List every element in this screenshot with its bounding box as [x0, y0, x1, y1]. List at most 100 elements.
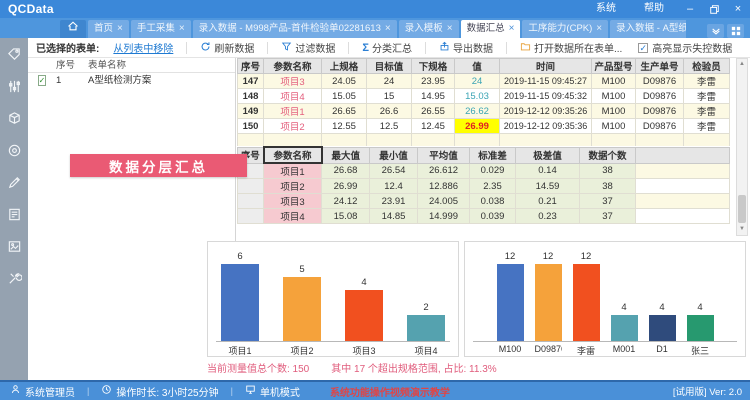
restore-icon[interactable] [702, 0, 726, 18]
cube-icon[interactable] [6, 110, 22, 126]
column-header[interactable]: 下规格 [411, 58, 455, 74]
table-cell[interactable]: M100 [591, 118, 636, 134]
table-cell[interactable]: D09876 [635, 88, 684, 104]
close-icon[interactable]: × [734, 3, 742, 15]
table-row[interactable]: 148 项目4 15.05 15 14.95 15.03 2019-11-15 09:45:… [237, 88, 730, 104]
table-cell[interactable]: 0.23 [515, 208, 580, 224]
edit-document-icon[interactable] [6, 206, 22, 222]
sliders-icon[interactable] [6, 78, 22, 94]
table-row[interactable]: 147 项目3 24.05 24 23.95 24 2019-11-15 09:45:27 M… [237, 73, 730, 89]
table-cell[interactable]: 14.95 [411, 88, 455, 104]
table-cell[interactable]: 项目1 [263, 103, 322, 119]
form-list-item[interactable]: ✓ 1 A型纸检测方案 [28, 73, 235, 88]
tab-close-icon[interactable]: × [446, 23, 453, 34]
table-cell[interactable]: 23.91 [369, 193, 418, 209]
table-cell[interactable]: 李雷 [683, 118, 730, 134]
table-cell[interactable] [237, 178, 264, 194]
form-checkbox[interactable]: ✓ [37, 75, 47, 86]
table-cell[interactable]: D09876 [635, 103, 684, 119]
column-header[interactable]: 标准差 [469, 146, 516, 164]
table-cell[interactable]: 12.4 [369, 178, 418, 194]
table-cell[interactable]: 15 [366, 88, 412, 104]
remove-from-list-link[interactable]: 从列表中移除 [113, 44, 174, 55]
table-row[interactable]: 149 项目1 26.65 26.6 26.55 26.62 2019-12-12 09:3… [237, 103, 730, 119]
tab-close-icon[interactable]: × [596, 23, 603, 34]
menu-help[interactable]: 帮助 [644, 3, 664, 14]
table-cell[interactable]: 38 [579, 178, 636, 194]
table-cell[interactable]: 12.886 [417, 178, 470, 194]
table-cell[interactable]: 项目4 [263, 208, 322, 224]
table-cell[interactable]: 李雷 [683, 103, 730, 119]
table-cell[interactable]: 26.99 [454, 118, 500, 134]
column-header[interactable]: 数据个数 [579, 146, 636, 164]
highlight-out-of-control-checkbox[interactable]: ✓ 高亮显示失控数据 [638, 42, 733, 55]
table-cell[interactable]: 项目2 [263, 118, 322, 134]
table-cell[interactable]: 12.55 [321, 118, 367, 134]
table-cell[interactable]: 12.45 [411, 118, 455, 134]
table-cell[interactable]: 12.5 [366, 118, 412, 134]
table-cell[interactable]: 150 [237, 118, 264, 134]
tab-item[interactable]: 录入数据 - A型纸检测方案× [610, 20, 686, 38]
column-header[interactable]: 时间 [499, 58, 592, 74]
tab-close-icon[interactable]: × [117, 23, 123, 34]
tab-close-icon[interactable]: × [508, 23, 515, 34]
table-cell[interactable]: 23.95 [411, 73, 455, 89]
table-cell[interactable]: 项目3 [263, 193, 322, 209]
table-cell[interactable]: 148 [237, 88, 264, 104]
table-cell[interactable]: 李雷 [683, 88, 730, 104]
table-cell[interactable]: 38 [579, 162, 636, 179]
column-header[interactable]: 最大值 [321, 146, 370, 164]
scroll-thumb[interactable] [738, 195, 746, 223]
image-chart-icon[interactable] [6, 238, 22, 254]
table-cell[interactable]: 项目4 [263, 88, 322, 104]
scrolling-notice[interactable]: 系统功能操作视频演示教学 [329, 387, 450, 399]
table-cell[interactable]: M100 [591, 103, 636, 119]
tab-item[interactable]: 手工采集 × [130, 20, 191, 38]
table-cell[interactable]: 15.08 [321, 208, 370, 224]
table-cell[interactable] [237, 208, 264, 224]
table-row[interactable]: 项目4 15.08 14.85 14.999 0.039 0.23 37 [237, 208, 730, 224]
tab-scroll-icon[interactable] [707, 24, 724, 38]
refresh-data-button[interactable]: 刷新数据 [200, 40, 254, 55]
table-cell[interactable]: 147 [237, 73, 264, 89]
column-header[interactable]: 上规格 [321, 58, 367, 74]
table-row[interactable]: 150 项目2 12.55 12.5 12.45 26.99 2019-12-12 09:3… [237, 118, 730, 134]
table-cell[interactable]: 26.65 [321, 103, 367, 119]
table-cell[interactable]: 15.03 [454, 88, 500, 104]
table-cell[interactable]: 0.039 [469, 208, 516, 224]
table-cell[interactable]: 26.62 [454, 103, 500, 119]
table-cell[interactable]: 149 [237, 103, 264, 119]
menu-system[interactable]: 系统 [596, 3, 616, 14]
scroll-down-icon[interactable]: ▼ [737, 224, 747, 235]
export-data-button[interactable]: 导出数据 [439, 40, 493, 55]
table-cell[interactable]: 0.21 [515, 193, 580, 209]
tab-item[interactable]: 首页 × [88, 20, 129, 38]
filter-data-button[interactable]: 过滤数据 [281, 40, 335, 55]
table-cell[interactable]: 14.85 [369, 208, 418, 224]
table-cell[interactable]: 24.005 [417, 193, 470, 209]
table-cell[interactable]: 李雷 [683, 73, 730, 89]
table-cell[interactable]: 26.54 [369, 162, 418, 179]
table-cell[interactable]: 项目2 [263, 178, 322, 194]
table-cell[interactable]: M100 [591, 73, 636, 89]
table-cell[interactable]: 24 [366, 73, 412, 89]
scroll-up-icon[interactable]: ▲ [737, 59, 747, 70]
table-row[interactable]: 项目3 24.12 23.91 24.005 0.038 0.21 37 [237, 193, 730, 209]
table-cell[interactable]: 24.05 [321, 73, 367, 89]
table-cell[interactable] [237, 193, 264, 209]
vertical-scrollbar[interactable]: ▲ ▼ [736, 58, 748, 236]
table-cell[interactable]: 26.55 [411, 103, 455, 119]
column-header[interactable]: 序号 [237, 58, 264, 74]
tab-active[interactable]: 数据汇总 × [460, 20, 521, 38]
tools-icon[interactable] [6, 270, 22, 286]
tab-item[interactable]: 工序能力(CPK) × [522, 20, 609, 38]
tab-home[interactable] [60, 20, 86, 38]
table-cell[interactable]: D09876 [635, 118, 684, 134]
table-cell[interactable]: 26.68 [321, 162, 370, 179]
tab-item[interactable]: 录入模板 × [398, 20, 459, 38]
pencil-icon[interactable] [6, 174, 22, 190]
table-cell[interactable]: 2019-11-15 09:45:27 [499, 73, 592, 89]
table-cell[interactable]: 0.029 [469, 162, 516, 179]
table-cell[interactable]: 26.612 [417, 162, 470, 179]
table-cell[interactable]: 0.14 [515, 162, 580, 179]
